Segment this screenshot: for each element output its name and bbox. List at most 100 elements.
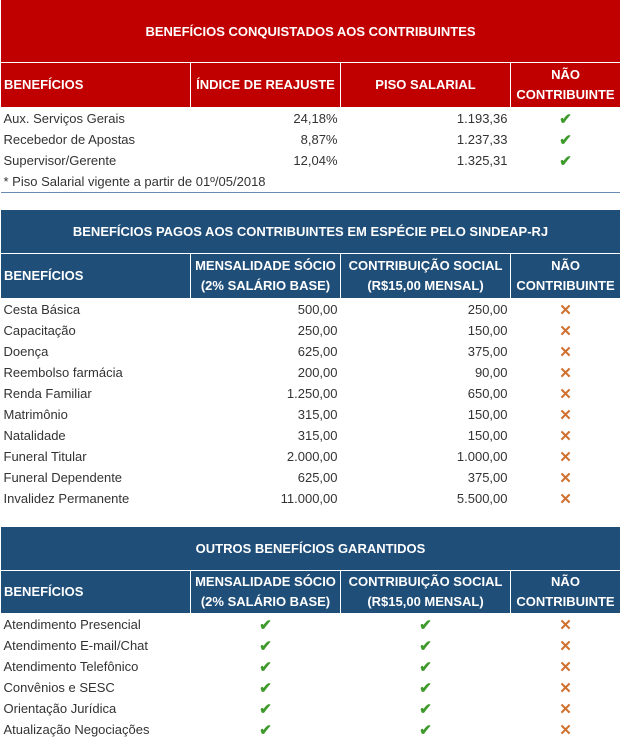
cell: Atendimento Telefônico	[1, 656, 191, 677]
cell: 2.000,00	[191, 446, 341, 467]
cell: ✔	[341, 656, 511, 677]
cell: 150,00	[341, 320, 511, 341]
column-header: BENEFÍCIOS	[1, 63, 191, 108]
cell: ✕	[511, 698, 620, 719]
table-row: Convênios e SESC✔✔✕	[1, 677, 620, 698]
cell: 375,00	[341, 467, 511, 488]
cell: Funeral Dependente	[1, 467, 191, 488]
cell: 12,04%	[191, 150, 341, 171]
table-row: Atualização Negociações✔✔✕	[1, 719, 620, 740]
cell: 200,00	[191, 362, 341, 383]
column-header: MENSALIDADE SÓCIO (2% SALÁRIO BASE)	[191, 571, 341, 614]
cell: ✕	[511, 341, 620, 362]
table-row: Atendimento Presencial✔✔✕	[1, 614, 620, 636]
cell: ✔	[191, 677, 341, 698]
cell: Capacitação	[1, 320, 191, 341]
cell: ✕	[511, 383, 620, 404]
cell: ✕	[511, 635, 620, 656]
cell: 1.000,00	[341, 446, 511, 467]
cell: ✔	[191, 698, 341, 719]
cell: 90,00	[341, 362, 511, 383]
cell: ✕	[511, 425, 620, 446]
cell: Renda Familiar	[1, 383, 191, 404]
cell: 375,00	[341, 341, 511, 362]
cell: ✔	[341, 719, 511, 740]
table: BENEFÍCIOS CONQUISTADOS AOS CONTRIBUINTE…	[0, 0, 620, 193]
cell: Reembolso farmácia	[1, 362, 191, 383]
cell: Funeral Titular	[1, 446, 191, 467]
cell: ✔	[511, 108, 620, 130]
note-row: * Piso Salarial vigente a partir de 01º/…	[1, 171, 620, 193]
cell: 150,00	[341, 425, 511, 446]
column-header: BENEFÍCIOS	[1, 571, 191, 614]
cell: 1.325,31	[341, 150, 511, 171]
cell: Orientação Jurídica	[1, 698, 191, 719]
column-header: BENEFÍCIOS	[1, 254, 191, 299]
cell: ✕	[511, 362, 620, 383]
cell: ✔	[341, 677, 511, 698]
column-header: MENSALIDADE SÓCIO (2% SALÁRIO BASE)	[191, 254, 341, 299]
cell: Cesta Básica	[1, 299, 191, 321]
cell: Aux. Serviços Gerais	[1, 108, 191, 130]
cell: Atendimento E-mail/Chat	[1, 635, 191, 656]
cell: 24,18%	[191, 108, 341, 130]
cell: ✕	[511, 320, 620, 341]
cell: ✔	[341, 635, 511, 656]
cell: Matrimônio	[1, 404, 191, 425]
table-row: Atendimento E-mail/Chat✔✔✕	[1, 635, 620, 656]
cell: ✕	[511, 467, 620, 488]
cell: ✔	[191, 719, 341, 740]
cell: 1.250,00	[191, 383, 341, 404]
table: BENEFÍCIOS PAGOS AOS CONTRIBUINTES EM ES…	[0, 210, 620, 509]
cell: ✔	[191, 635, 341, 656]
cell: 1.193,36	[341, 108, 511, 130]
cell: ✔	[191, 656, 341, 677]
cell: 500,00	[191, 299, 341, 321]
column-header: ÍNDICE DE REAJUSTE	[191, 63, 341, 108]
cell: 315,00	[191, 404, 341, 425]
title-row: OUTROS BENEFÍCIOS GARANTIDOS	[1, 527, 620, 571]
cell: Supervisor/Gerente	[1, 150, 191, 171]
cell: 5.500,00	[341, 488, 511, 509]
cell: ✕	[511, 404, 620, 425]
column-header: CONTRIBUIÇÃO SOCIAL (R$15,00 MENSAL)	[341, 254, 511, 299]
cell: ✕	[511, 677, 620, 698]
column-header: NÃO CONTRIBUINTE	[511, 254, 620, 299]
table-title: BENEFÍCIOS CONQUISTADOS AOS CONTRIBUINTE…	[1, 0, 620, 63]
table-title: BENEFÍCIOS PAGOS AOS CONTRIBUINTES EM ES…	[1, 210, 620, 254]
cell: 625,00	[191, 467, 341, 488]
cell: Recebedor de Apostas	[1, 129, 191, 150]
cell: ✕	[511, 719, 620, 740]
cell: ✔	[341, 698, 511, 719]
cell: Convênios e SESC	[1, 677, 191, 698]
cell: 250,00	[341, 299, 511, 321]
table-row: Atendimento Telefônico✔✔✕	[1, 656, 620, 677]
cell: 8,87%	[191, 129, 341, 150]
cell: ✔	[341, 614, 511, 636]
title-row: BENEFÍCIOS CONQUISTADOS AOS CONTRIBUINTE…	[1, 0, 620, 63]
cell: 150,00	[341, 404, 511, 425]
cell: Invalidez Permanente	[1, 488, 191, 509]
cell: ✕	[511, 614, 620, 636]
table-row: Orientação Jurídica✔✔✕	[1, 698, 620, 719]
column-header: CONTRIBUIÇÃO SOCIAL (R$15,00 MENSAL)	[341, 571, 511, 614]
cell: ✕	[511, 488, 620, 509]
cell: ✕	[511, 446, 620, 467]
cell: 315,00	[191, 425, 341, 446]
